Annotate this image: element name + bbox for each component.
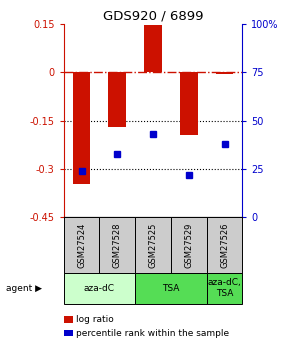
Bar: [144, 25, 162, 72]
Bar: [135, 273, 207, 304]
Bar: [108, 72, 126, 127]
Text: TSA: TSA: [162, 284, 180, 293]
Bar: [64, 273, 135, 304]
Bar: [180, 72, 198, 135]
Text: aza-dC,
TSA: aza-dC, TSA: [208, 278, 241, 298]
Text: log ratio: log ratio: [76, 315, 114, 324]
Text: GSM27529: GSM27529: [184, 222, 193, 268]
Text: aza-dC: aza-dC: [84, 284, 115, 293]
Bar: [135, 217, 171, 273]
Text: GSM27528: GSM27528: [113, 222, 122, 268]
Bar: [207, 273, 242, 304]
Text: GSM27525: GSM27525: [148, 222, 158, 268]
Text: GSM27524: GSM27524: [77, 222, 86, 268]
Title: GDS920 / 6899: GDS920 / 6899: [103, 10, 203, 23]
Bar: [207, 217, 242, 273]
Bar: [216, 72, 234, 74]
Bar: [64, 217, 99, 273]
Text: percentile rank within the sample: percentile rank within the sample: [76, 329, 229, 338]
Text: agent ▶: agent ▶: [6, 284, 42, 293]
Text: GSM27526: GSM27526: [220, 222, 229, 268]
Bar: [99, 217, 135, 273]
Bar: [171, 217, 207, 273]
Bar: [73, 72, 91, 184]
